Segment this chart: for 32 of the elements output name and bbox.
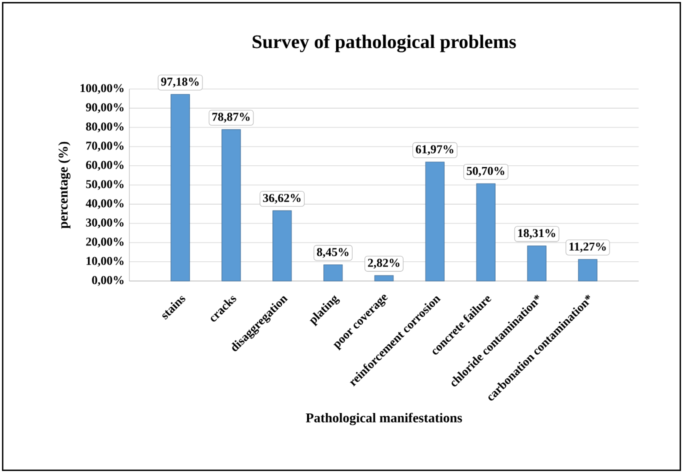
data-label: 8,45% <box>316 248 348 258</box>
y-tick-label: 70,00% <box>86 142 124 152</box>
data-label: 18,31% <box>518 229 556 239</box>
bar <box>323 264 343 282</box>
x-axis-title: Pathological manifestations <box>306 412 462 426</box>
data-label: 2,82% <box>368 258 400 269</box>
chart-title: Survey of pathological problems <box>252 34 516 52</box>
data-label: 61,97% <box>416 145 454 156</box>
y-tick-label: 0,00% <box>92 276 124 286</box>
y-tick-label: 50,00% <box>86 180 124 190</box>
data-label: 50,70% <box>466 166 504 177</box>
y-tick-label: 20,00% <box>86 238 124 248</box>
bar <box>170 94 190 282</box>
bar <box>272 210 292 282</box>
y-tick-label: 80,00% <box>86 122 124 132</box>
data-label: 97,18% <box>161 78 199 88</box>
bar <box>222 129 241 282</box>
y-tick-label: 100,00% <box>80 84 124 94</box>
y-tick-label: 10,00% <box>86 256 124 267</box>
y-axis-title: percentage (%) <box>58 142 70 229</box>
y-tick-label: 40,00% <box>86 199 124 210</box>
bar <box>527 246 546 282</box>
y-tick-label: 90,00% <box>86 103 124 114</box>
y-tick-label: 60,00% <box>86 160 124 171</box>
data-label: 78,87% <box>212 112 250 123</box>
bar <box>578 259 598 282</box>
bar <box>425 162 445 282</box>
data-label: 11,27% <box>570 242 606 252</box>
y-tick-label: 30,00% <box>86 218 124 228</box>
bar <box>374 275 394 282</box>
data-label: 36,62% <box>263 194 301 204</box>
bar <box>476 183 496 282</box>
